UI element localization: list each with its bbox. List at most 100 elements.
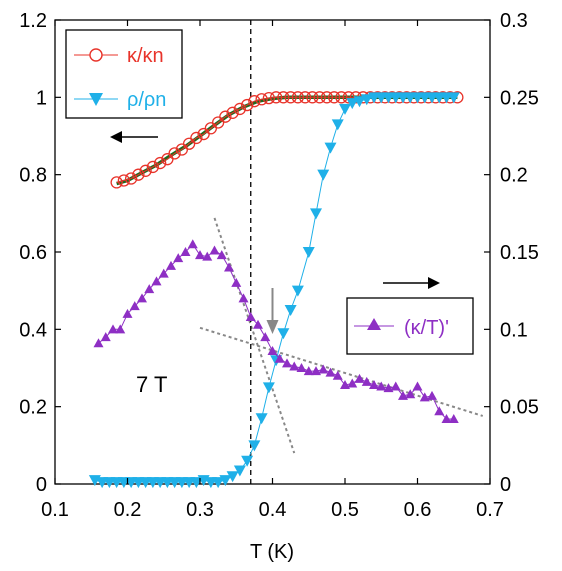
- data-point: [398, 390, 408, 400]
- ticks: 0.1 0.2 0.3 0.4 0.5 0.6 0.7 0 0.2 0.4 0.6 0.8 1 1.2 0 0…: [19, 10, 539, 521]
- data-point: [360, 94, 373, 106]
- data-point: [354, 373, 365, 383]
- x-tick-label: 0.3: [186, 499, 214, 521]
- data-point: [137, 293, 147, 303]
- data-point: [298, 91, 312, 104]
- guide-lines: [199, 217, 484, 454]
- data-point: [331, 119, 344, 131]
- data-point: [448, 414, 459, 424]
- data-point: [311, 366, 321, 376]
- x-axis-title: T (K): [250, 541, 294, 563]
- data-point: [284, 305, 297, 316]
- data-point: [144, 284, 155, 294]
- data-point: [151, 276, 162, 286]
- data-point: [255, 413, 268, 425]
- guide-line: [213, 217, 296, 454]
- y-left-tick-label: 0.6: [19, 242, 47, 264]
- legend-dkappa-label: (κ/T)': [404, 317, 449, 339]
- data-point: [100, 332, 111, 342]
- data-point: [291, 285, 304, 297]
- data-point: [255, 93, 268, 106]
- data-point: [245, 311, 256, 321]
- data-point: [447, 92, 460, 104]
- data-point: [434, 406, 445, 416]
- data-point: [240, 98, 254, 112]
- data-point: [282, 358, 292, 368]
- y-left-tick-label: 1: [36, 87, 47, 109]
- data-point: [320, 91, 334, 104]
- data-point: [353, 96, 366, 108]
- data-point: [289, 361, 300, 371]
- x-tick-label: 0.4: [259, 499, 287, 521]
- data-point: [124, 172, 138, 185]
- data-point: [419, 392, 430, 402]
- data-point: [306, 91, 319, 104]
- series-filled-triangle-up: [93, 239, 459, 424]
- legend-rho-label: ρ/ρn: [127, 89, 166, 111]
- data-point: [260, 332, 271, 342]
- data-point: [132, 168, 145, 181]
- x-tick-label: 0.5: [331, 499, 359, 521]
- data-point: [233, 102, 247, 116]
- legend-kappa-label: κ/κn: [127, 45, 164, 67]
- y-right-tick-label: 0.2: [500, 165, 528, 187]
- data-point: [324, 142, 337, 154]
- y-right-tick-label: 0.3: [500, 10, 528, 32]
- data-point: [376, 381, 387, 391]
- data-point: [158, 268, 169, 278]
- data-point: [248, 95, 261, 108]
- data-point: [347, 378, 358, 388]
- data-point: [146, 160, 160, 174]
- y-left-tick-label: 0: [36, 474, 47, 496]
- data-point: [226, 106, 239, 119]
- y-right-tick-label: 0: [500, 474, 511, 496]
- y-right-tick-label: 0.25: [500, 87, 539, 109]
- data-point: [153, 156, 167, 170]
- field-annotation: 7 T: [136, 372, 167, 397]
- data-point: [317, 169, 330, 181]
- data-point: [441, 414, 452, 424]
- data-point: [335, 91, 348, 104]
- data-point: [108, 324, 118, 334]
- data-point: [346, 98, 359, 110]
- legend-kappa-marker: [89, 48, 103, 62]
- y-left-tick-label: 0.8: [19, 165, 47, 187]
- data-point: [302, 247, 315, 258]
- x-tick-label: 0.1: [41, 499, 69, 521]
- x-tick-label: 0.7: [476, 499, 504, 521]
- x-tick-label: 0.6: [404, 499, 432, 521]
- data-point: [325, 367, 336, 377]
- data-point: [93, 338, 104, 348]
- data-point: [129, 301, 140, 311]
- data-point: [318, 364, 329, 374]
- data-point: [190, 131, 203, 145]
- data-point: [139, 164, 152, 177]
- left-axis-arrow: [110, 131, 158, 143]
- data-point: [296, 363, 307, 372]
- legend-rho-marker: [89, 93, 103, 106]
- data-point: [339, 103, 351, 115]
- data-point: [166, 260, 176, 270]
- data-point: [332, 370, 343, 380]
- series-layer: [88, 91, 464, 489]
- data-point: [117, 174, 131, 187]
- legend-left: κ/κn ρ/ρn: [65, 29, 183, 119]
- data-point: [310, 208, 322, 220]
- data-point: [219, 110, 232, 123]
- data-point: [173, 253, 184, 263]
- data-point: [212, 477, 225, 489]
- data-point: [202, 251, 213, 261]
- y-left-tick-label: 0.2: [19, 397, 47, 419]
- data-point: [405, 389, 416, 399]
- series-filled-triangle-down: [88, 92, 460, 489]
- data-point: [231, 277, 242, 287]
- y-right-tick-label: 0.05: [500, 397, 539, 419]
- data-point: [262, 91, 276, 105]
- data-point: [224, 262, 234, 272]
- data-point: [303, 366, 314, 376]
- data-point: [313, 91, 326, 104]
- data-point: [277, 328, 290, 340]
- data-point: [122, 308, 133, 318]
- data-point: [284, 91, 297, 104]
